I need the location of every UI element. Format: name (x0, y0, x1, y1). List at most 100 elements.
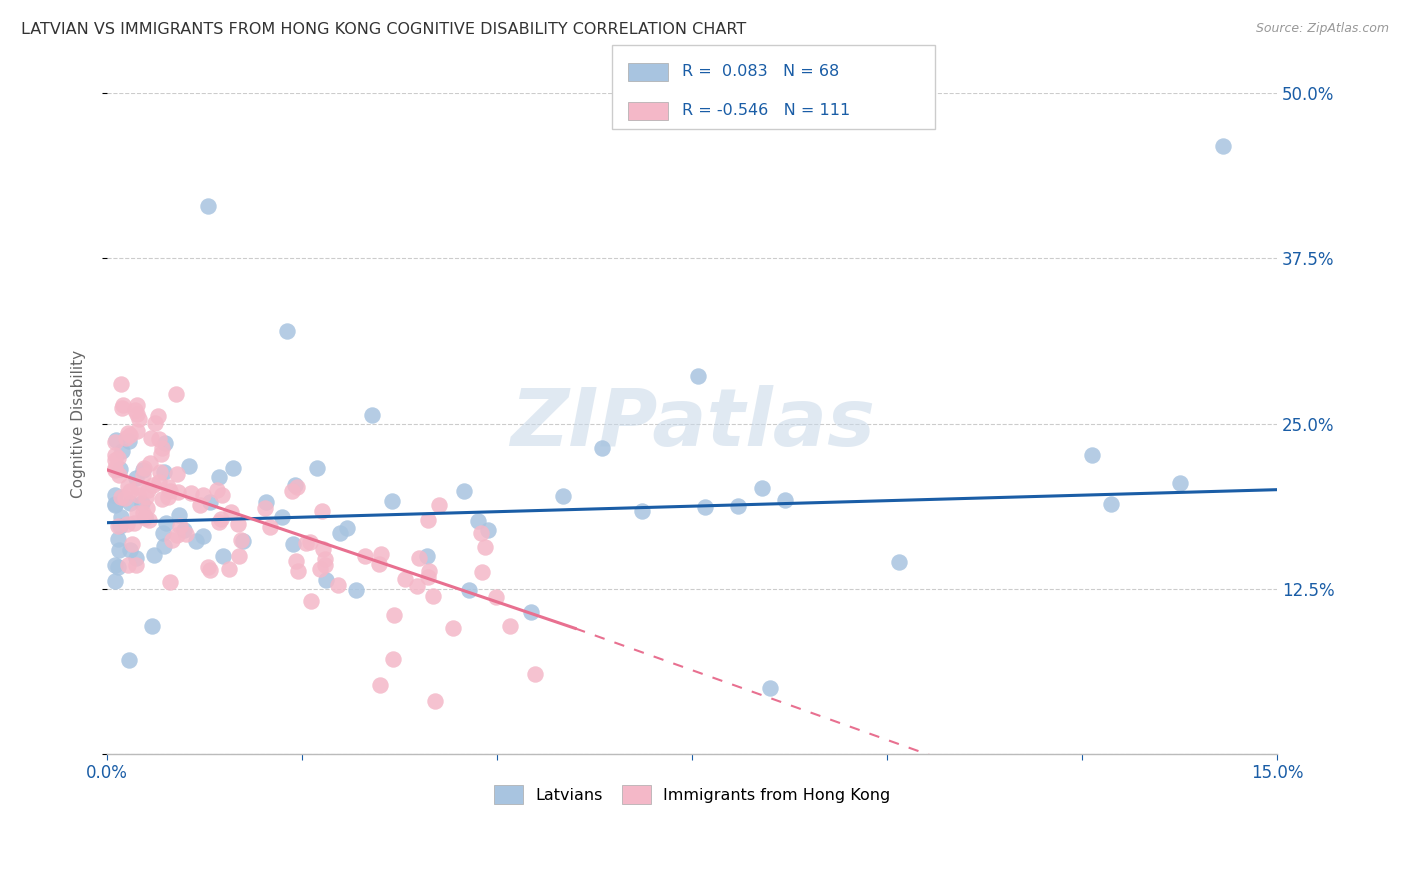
Point (416, 549, 439, 563)
Point (121, 536, 143, 550)
Point (218, 562, 240, 576)
Point (591, 441, 613, 455)
Point (139, 431, 162, 445)
Point (309, 562, 332, 576)
Point (688, 368, 710, 383)
Point (117, 558, 139, 573)
Point (128, 411, 150, 425)
Point (146, 409, 169, 423)
Point (107, 542, 129, 557)
Point (889, 555, 911, 569)
Point (190, 498, 212, 512)
Point (156, 490, 179, 504)
Point (104, 461, 127, 475)
Point (157, 479, 180, 493)
Point (219, 505, 242, 519)
Point (174, 527, 197, 541)
Point (107, 532, 129, 546)
Point (132, 506, 155, 520)
Point (184, 533, 207, 548)
Point (107, 518, 129, 533)
Point (115, 517, 138, 532)
Point (143, 417, 166, 431)
Point (418, 564, 440, 578)
Point (108, 519, 131, 533)
Point (166, 527, 188, 541)
Point (179, 458, 201, 473)
Point (759, 681, 782, 695)
Point (221, 460, 243, 475)
Point (124, 403, 146, 417)
Point (118, 427, 141, 442)
Point (108, 462, 131, 476)
Point (118, 483, 141, 498)
Point (191, 488, 214, 502)
Point (167, 508, 190, 523)
Point (416, 513, 439, 527)
Point (360, 409, 382, 423)
Point (152, 525, 174, 540)
Point (134, 510, 156, 524)
Point (287, 564, 309, 578)
Point (149, 447, 172, 461)
Point (110, 376, 132, 391)
Point (299, 593, 322, 607)
Point (422, 589, 444, 603)
Point (299, 535, 322, 549)
Point (114, 491, 136, 505)
Text: R =  0.083   N = 68: R = 0.083 N = 68 (682, 64, 839, 79)
Point (328, 578, 350, 592)
Point (169, 519, 191, 533)
Point (127, 424, 149, 438)
Point (368, 557, 391, 571)
Point (150, 492, 173, 507)
Point (104, 574, 127, 588)
Point (229, 533, 252, 548)
Point (107, 451, 129, 466)
Point (148, 475, 170, 490)
Point (118, 543, 141, 558)
Point (127, 506, 149, 520)
Point (314, 558, 336, 572)
Point (1170, 475, 1192, 490)
Point (453, 484, 475, 499)
Y-axis label: Cognitive Disability: Cognitive Disability (72, 350, 86, 498)
Point (125, 398, 148, 412)
Point (329, 526, 352, 541)
Point (191, 529, 214, 543)
Point (117, 479, 139, 493)
Point (159, 483, 181, 498)
Point (212, 549, 235, 564)
Point (470, 526, 492, 541)
Point (197, 559, 219, 574)
Point (382, 651, 405, 665)
Point (155, 516, 177, 530)
Point (111, 401, 134, 415)
Point (1080, 448, 1102, 462)
Point (134, 510, 156, 524)
Point (751, 481, 773, 495)
Point (381, 493, 404, 508)
Point (1212, 139, 1234, 153)
Point (149, 465, 172, 479)
Point (232, 534, 254, 549)
Point (127, 488, 149, 502)
Point (253, 501, 276, 516)
Point (259, 520, 281, 534)
Point (695, 500, 717, 515)
Point (416, 570, 439, 584)
Point (110, 490, 132, 504)
Point (153, 465, 176, 479)
Point (773, 493, 796, 508)
Point (125, 550, 148, 565)
Point (134, 461, 156, 475)
Text: ZIPatlas: ZIPatlas (509, 384, 875, 463)
Point (127, 407, 149, 421)
Point (457, 582, 479, 597)
Point (211, 488, 233, 502)
Point (131, 495, 153, 509)
Point (167, 484, 190, 499)
Point (394, 573, 416, 587)
Point (370, 547, 392, 561)
Point (138, 483, 160, 497)
